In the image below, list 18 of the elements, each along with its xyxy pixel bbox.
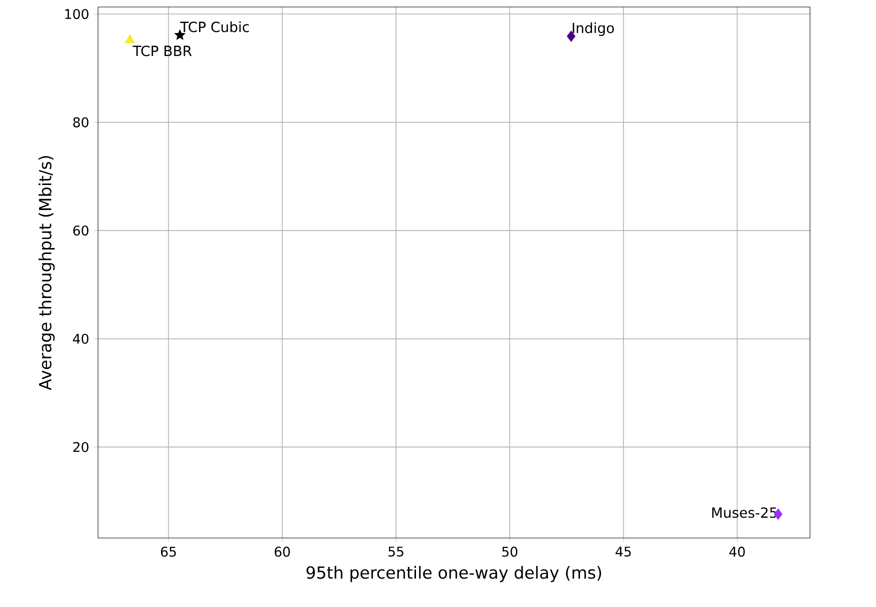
y-tick-label: 60 bbox=[73, 225, 88, 236]
series-label: Muses-25 bbox=[712, 507, 777, 518]
y-tick-label: 40 bbox=[72, 334, 88, 344]
series-label: TCP BBR bbox=[132, 46, 192, 56]
x-tick-label: 55 bbox=[388, 546, 404, 557]
x-tick-label: 50 bbox=[502, 546, 518, 557]
x-tick-label: 40 bbox=[729, 546, 745, 557]
y-axis-title: Average throughput (Mbit/s) bbox=[38, 156, 55, 390]
x-tick-label: 65 bbox=[160, 546, 176, 557]
x-tick-label: 45 bbox=[616, 546, 631, 557]
x-axis-title: 95th percentile one-way delay (ms) bbox=[306, 566, 602, 582]
y-tick-label: 80 bbox=[73, 117, 88, 128]
y-tick-label: 20 bbox=[73, 442, 88, 452]
series-label: TCP Cubic bbox=[180, 21, 249, 32]
point bbox=[124, 34, 135, 43]
x-tick-label: 60 bbox=[274, 546, 290, 557]
y-tick-label: 100 bbox=[65, 8, 88, 20]
series-label: Indigo bbox=[572, 22, 614, 36]
